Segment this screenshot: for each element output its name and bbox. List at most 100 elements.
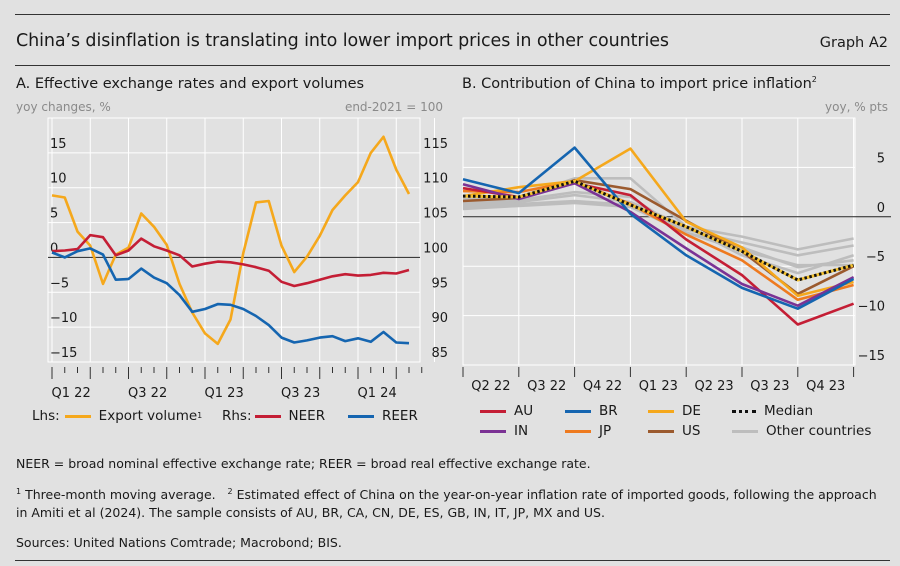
legend-reer-label: REER (382, 408, 418, 424)
y-left-tick-label: −15 (50, 346, 77, 361)
legend-swatch-au (480, 409, 506, 413)
fn2-text-line2: in Amiti et al (2024). The sample consis… (16, 505, 605, 520)
graph-id: Graph A2 (819, 35, 888, 51)
legend-swatch-de (648, 409, 674, 413)
panel-a-left-unit: yoy changes, % (16, 100, 111, 114)
legend-swatch-us (648, 429, 674, 433)
legend-label-us: US (682, 423, 701, 439)
x-tick-label: Q3 22 (128, 386, 167, 400)
panel-a-right-unit: end-2021 = 100 (344, 100, 443, 114)
series-reer (51, 247, 410, 345)
y-right-tick-label: 90 (431, 311, 448, 326)
y-tick-label: 0 (877, 201, 885, 216)
fn2-text-line1: Estimated effect of China on the year-on… (236, 487, 877, 502)
legend-item-other-countries: Other countries (732, 423, 871, 439)
legend-item-reer: REER (348, 408, 418, 424)
legend-swatch-other-countries (732, 429, 758, 433)
title-rule (15, 65, 890, 66)
fn2-mark: 2 (227, 486, 233, 496)
y-left-tick-label: 0 (50, 241, 58, 256)
fn1-text: Three-month moving average. (25, 487, 216, 502)
legend-label-in: IN (514, 423, 529, 439)
x-tick-label: Q2 23 (695, 379, 734, 394)
x-tick-label: Q1 24 (358, 386, 397, 400)
legend-label-au: AU (514, 403, 534, 419)
series-median (462, 179, 854, 282)
series-in (462, 181, 855, 307)
bottom-rule (15, 560, 890, 561)
y-left-tick-label: −5 (50, 276, 69, 291)
legend-lhs-label: Lhs: (32, 408, 60, 424)
note-abbreviations: NEER = broad nominal effective exchange … (16, 456, 591, 471)
series-neer (51, 233, 410, 288)
legend-label-br: BR (599, 403, 618, 419)
legend-swatch-export (64, 414, 91, 418)
y-right-tick-label: 115 (423, 137, 448, 152)
note-footnotes: 1 Three-month moving average. 2 Estimate… (16, 487, 877, 502)
legend-item-export-volume: Lhs: Export volume 1 (32, 408, 203, 424)
x-tick-label: Q4 23 (806, 379, 845, 394)
fn1-mark: 1 (16, 486, 22, 496)
legend-rhs-label: Rhs: (222, 408, 252, 424)
y-right-tick-label: 110 (423, 172, 448, 187)
legend-swatch-br (565, 409, 591, 413)
y-tick-label: 5 (877, 151, 885, 166)
series-de (462, 147, 854, 298)
legend-item-br: BR (565, 403, 618, 419)
legend-neer-label: NEER (288, 408, 326, 424)
y-right-tick-label: 100 (423, 241, 448, 256)
x-tick-label: Q4 22 (583, 379, 622, 394)
legend-export-label: Export volume (98, 408, 198, 424)
x-tick-label: Q3 23 (750, 379, 789, 394)
x-tick-label: Q3 23 (281, 386, 320, 400)
y-left-tick-label: 5 (50, 207, 58, 222)
x-tick-label: Q2 22 (471, 379, 510, 394)
graph-title: China’s disinflation is translating into… (16, 31, 669, 51)
legend-label-de: DE (682, 403, 701, 419)
y-left-tick-label: 15 (50, 137, 67, 152)
x-tick-label: Q3 22 (527, 379, 566, 394)
series-export-volume (51, 135, 411, 346)
panel-b-unit: yoy, % pts (825, 100, 888, 114)
legend-item-au: AU (480, 403, 533, 419)
x-tick-label: Q1 22 (52, 386, 91, 400)
panel-b-title: B. Contribution of China to import price… (462, 76, 817, 92)
top-rule (15, 14, 890, 15)
x-tick-label: Q1 23 (639, 379, 678, 394)
legend-swatch-median (732, 409, 756, 413)
legend-label-other-countries: Other countries (766, 423, 872, 439)
legend-label-median: Median (764, 403, 814, 419)
legend-swatch-jp (565, 429, 591, 433)
x-tick-label: Q1 23 (205, 386, 244, 400)
legend-swatch-neer (254, 414, 281, 418)
series-jp (462, 179, 854, 302)
y-right-tick-label: 85 (431, 346, 448, 361)
legend-label-jp: JP (599, 423, 612, 439)
panel-a-title: A. Effective exchange rates and export v… (16, 76, 365, 92)
legend-item-jp: JP (565, 423, 611, 439)
legend-item-us: US (648, 423, 700, 439)
panel-b-title-sup: 2 (811, 75, 817, 85)
panel-b-title-text: B. Contribution of China to import price… (462, 76, 812, 92)
plot-area (462, 117, 856, 366)
legend-item-in: IN (480, 423, 528, 439)
legend-item-de: DE (648, 403, 701, 419)
y-tick-label: −15 (858, 349, 885, 364)
y-left-tick-label: 10 (50, 172, 67, 187)
panel-a-chart: −15 −10 −5 0 5 10 15 85 90 95 100 105 110 115 Q1 22 Q3 … (47, 117, 448, 400)
series-other-country-2 (462, 199, 854, 257)
panel-b-chart: −15 −10 −5 0 5 Q2 22 Q3 22 Q4 22 Q1 23 Q2 23 Q3 23… (462, 117, 891, 394)
y-tick-label: −10 (858, 300, 885, 315)
series-br (462, 146, 855, 310)
legend-swatch-in (480, 429, 506, 433)
panel-a-legend: Lhs: Export volume 1 Rhs: NEER REER (0, 408, 450, 428)
legend-item-median: Median (732, 403, 813, 419)
legend-swatch-reer (348, 414, 374, 418)
y-right-tick-label: 105 (423, 207, 448, 222)
y-tick-label: −5 (866, 250, 885, 265)
y-left-tick-label: −10 (50, 311, 77, 326)
note-sources: Sources: United Nations Comtrade; Macrob… (16, 535, 342, 550)
panel-b-legend: AU BR DE Median IN JP US Other countries (450, 403, 900, 445)
legend-item-neer: Rhs: NEER (222, 408, 325, 424)
y-right-tick-label: 95 (431, 276, 448, 291)
